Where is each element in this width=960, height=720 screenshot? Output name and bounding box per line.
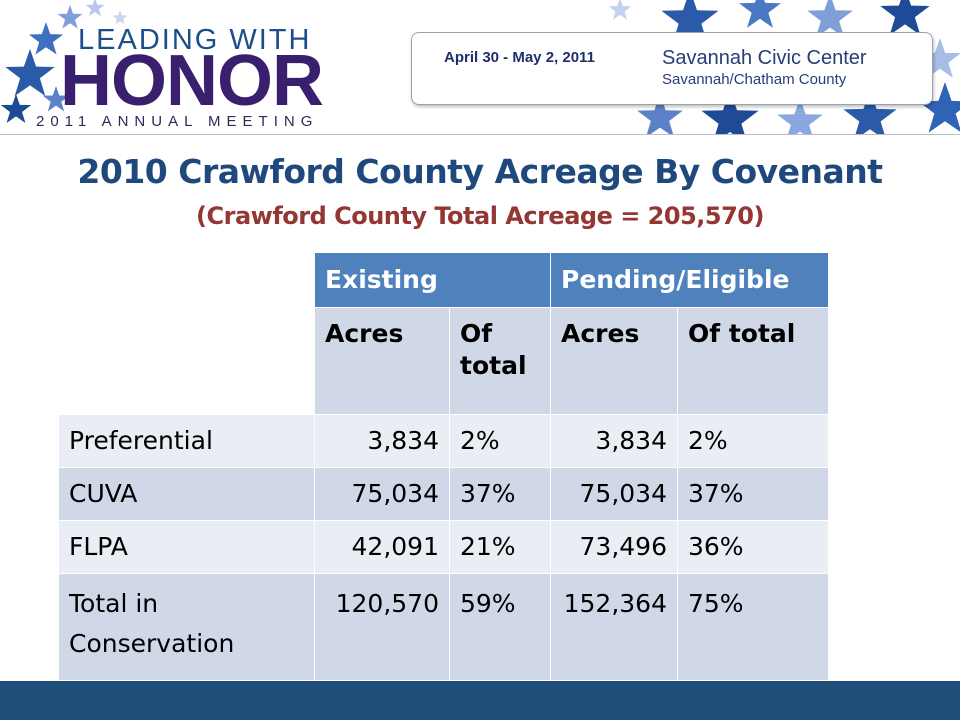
table-group-header-row: Existing Pending/Eligible [58, 252, 829, 308]
header-pending-eligible: Pending/Eligible [550, 252, 829, 308]
pending-pct-cell: 37% [677, 467, 829, 521]
subheader-existing-of-total: Of total [449, 307, 551, 415]
existing-acres-cell: 75,034 [314, 467, 450, 521]
subheader-pending-of-total: Of total [677, 307, 829, 415]
existing-pct-cell: 37% [449, 467, 551, 521]
table-row: Preferential 3,834 2% 3,834 2% [58, 414, 829, 468]
row-label: Preferential [58, 414, 315, 468]
table-corner-lower [58, 307, 315, 415]
pending-pct-cell: 36% [677, 520, 829, 574]
header-divider [0, 134, 960, 135]
pending-pct-cell: 2% [677, 414, 829, 468]
table-corner [58, 252, 315, 308]
header-banner: LEADING WITH HONOR 2011 ANNUAL MEETING A… [0, 0, 960, 135]
pending-acres-cell: 3,834 [550, 414, 678, 468]
slide-subtitle: (Crawford County Total Acreage = 205,570… [196, 202, 764, 230]
footer-bar [0, 681, 960, 720]
event-venue: Savannah Civic Center [662, 47, 867, 69]
subheader-existing-acres: Acres [314, 307, 450, 415]
acreage-table: Existing Pending/Eligible Acres Of total… [58, 252, 829, 681]
table-row: CUVA 75,034 37% 75,034 37% [58, 467, 829, 521]
existing-pct-cell: 2% [449, 414, 551, 468]
header-existing: Existing [314, 252, 551, 308]
logo-wordmark: HONOR [60, 41, 324, 121]
pending-pct-cell: 75% [677, 573, 829, 681]
existing-acres-cell: 42,091 [314, 520, 450, 574]
table-row: FLPA 42,091 21% 73,496 36% [58, 520, 829, 574]
logo-tagline: LEADING WITH [78, 24, 312, 56]
pending-acres-cell: 75,034 [550, 467, 678, 521]
event-county: Savannah/Chatham County [662, 71, 847, 88]
slide-title: 2010 Crawford County Acreage By Covenant [77, 152, 883, 191]
existing-pct-cell: 21% [449, 520, 551, 574]
existing-acres-cell: 3,834 [314, 414, 450, 468]
existing-acres-cell: 120,570 [314, 573, 450, 681]
pending-acres-cell: 152,364 [550, 573, 678, 681]
event-info-box: April 30 - May 2, 2011 Savannah Civic Ce… [411, 32, 933, 105]
pending-acres-cell: 73,496 [550, 520, 678, 574]
row-label: CUVA [58, 467, 315, 521]
row-label: Total in Conservation [58, 573, 315, 681]
subheader-pending-acres: Acres [550, 307, 678, 415]
row-label: FLPA [58, 520, 315, 574]
logo-meeting: 2011 ANNUAL MEETING [36, 113, 319, 130]
table-subheader-row: Acres Of total Acres Of total [58, 307, 829, 415]
existing-pct-cell: 59% [449, 573, 551, 681]
event-dates: April 30 - May 2, 2011 [444, 49, 595, 66]
table-row: Total in Conservation 120,570 59% 152,36… [58, 573, 829, 681]
